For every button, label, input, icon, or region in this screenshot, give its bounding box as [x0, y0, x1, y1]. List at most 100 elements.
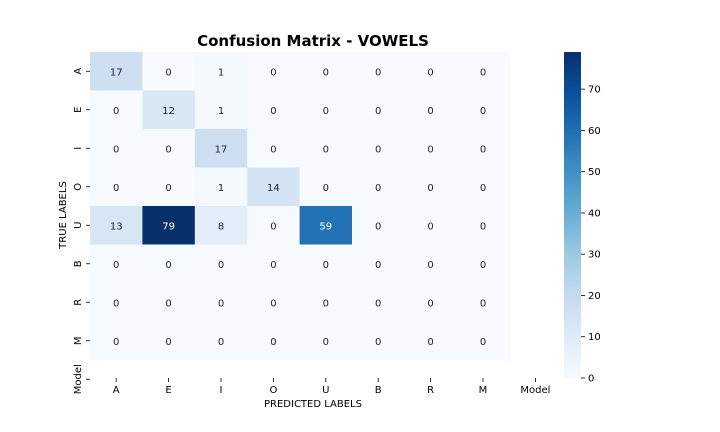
heatmap-cell-1-6	[404, 90, 458, 130]
colorbar-tick-label: 40	[588, 208, 601, 219]
cell-value-6-6: 0	[427, 298, 433, 309]
heatmap-cell-7-7	[456, 321, 510, 361]
heatmap-cell-5-0	[90, 244, 143, 284]
x-tick-label: Model	[520, 385, 550, 396]
cell-value-7-7: 0	[480, 337, 486, 348]
heatmap-cell-4-0	[90, 206, 143, 246]
colorbar-tick-label: 20	[588, 291, 601, 302]
y-tick-label: M	[73, 336, 84, 345]
cell-value-2-6: 0	[427, 144, 433, 155]
heatmap-cell-2-5	[352, 129, 405, 169]
cell-value-5-2: 0	[218, 260, 224, 271]
heatmap-cell-6-4	[299, 283, 353, 323]
chart-title: Confusion Matrix - VOWELS	[197, 32, 429, 50]
cell-value-3-1: 0	[165, 183, 171, 194]
y-tick-label: Model	[73, 364, 84, 394]
cell-value-3-4: 0	[323, 183, 329, 194]
heatmap-cell-2-4	[299, 129, 353, 169]
colorbar-tick-label: 60	[588, 126, 601, 137]
cell-value-3-2: 1	[218, 183, 224, 194]
cell-value-2-1: 0	[165, 144, 171, 155]
cell-value-4-4: 59	[319, 221, 332, 232]
heatmap-cell-6-7	[456, 283, 510, 323]
heatmap-cell-2-6	[404, 129, 458, 169]
cell-value-0-0: 17	[110, 67, 123, 78]
colorbar-tick-label: 50	[588, 167, 601, 178]
heatmap-cell-7-4	[299, 321, 353, 361]
cell-value-2-3: 0	[270, 144, 276, 155]
heatmap-cell-3-5	[352, 167, 405, 207]
cell-value-5-5: 0	[375, 260, 381, 271]
colorbar	[564, 52, 581, 378]
x-axis-ticks: A E I O U B R M Model	[113, 378, 550, 396]
cell-value-4-2: 8	[218, 221, 224, 232]
cell-value-6-3: 0	[270, 298, 276, 309]
y-axis-ticks: A E I O U B R M Model	[73, 68, 90, 394]
cell-value-1-7: 0	[480, 106, 486, 117]
x-tick-label: E	[165, 385, 171, 396]
heatmap-cell-1-1	[142, 90, 196, 130]
cell-value-4-7: 0	[480, 221, 486, 232]
cell-value-1-5: 0	[375, 106, 381, 117]
heatmap-cell-0-5	[352, 52, 405, 92]
cell-value-3-3: 14	[267, 183, 280, 194]
heatmap-cell-0-2	[194, 52, 248, 92]
x-tick-label: I	[220, 385, 223, 396]
cell-value-1-3: 0	[270, 106, 276, 117]
heatmap-cell-6-0	[90, 283, 143, 323]
cell-value-3-5: 0	[375, 183, 381, 194]
cell-value-2-4: 0	[323, 144, 329, 155]
heatmap-cell-3-3	[247, 167, 301, 207]
cell-value-0-7: 0	[480, 67, 486, 78]
heatmap-cell-0-6	[404, 52, 458, 92]
heatmap-cell-0-0	[90, 52, 143, 92]
cell-value-4-5: 0	[375, 221, 381, 232]
cell-value-4-6: 0	[427, 221, 433, 232]
cell-value-6-5: 0	[375, 298, 381, 309]
heatmap-cell-7-3	[247, 321, 301, 361]
cell-value-5-4: 0	[323, 260, 329, 271]
x-tick-label: M	[479, 385, 488, 396]
cell-value-5-0: 0	[113, 260, 119, 271]
cell-value-2-2: 17	[215, 144, 228, 155]
cell-value-1-4: 0	[323, 106, 329, 117]
cell-value-1-1: 12	[162, 106, 175, 117]
cell-value-7-2: 0	[218, 337, 224, 348]
heatmap-cell-2-3	[247, 129, 301, 169]
cell-value-5-7: 0	[480, 260, 486, 271]
heatmap-cell-2-7	[456, 129, 510, 169]
y-tick-label: O	[73, 183, 84, 191]
heatmap-cell-7-1	[142, 321, 196, 361]
colorbar-ticks: 0 10 20 30 40 50 60 70	[581, 85, 601, 385]
heatmap-cell-1-2	[194, 90, 248, 130]
y-tick-label: E	[73, 107, 84, 113]
cell-value-7-6: 0	[427, 337, 433, 348]
cell-value-5-1: 0	[165, 260, 171, 271]
x-tick-label: U	[322, 385, 329, 396]
cell-value-6-1: 0	[165, 298, 171, 309]
cell-value-6-0: 0	[113, 298, 119, 309]
heatmap-cells	[90, 52, 510, 361]
heatmap-cell-3-0	[90, 167, 143, 207]
heatmap-cell-5-7	[456, 244, 510, 284]
heatmap-cell-4-2	[194, 206, 248, 246]
cell-value-1-6: 0	[427, 106, 433, 117]
heatmap-cell-1-5	[352, 90, 405, 130]
cell-value-4-1: 79	[162, 221, 175, 232]
heatmap-cell-0-4	[299, 52, 353, 92]
heatmap-cell-2-0	[90, 129, 143, 169]
heatmap-cell-7-2	[194, 321, 248, 361]
heatmap-cell-3-2	[194, 167, 248, 207]
heatmap-cell-3-4	[299, 167, 353, 207]
heatmap-cell-7-6	[404, 321, 458, 361]
heatmap-cell-labels: 17 0 1 0 0 0 0 0 0 12 1 0 0 0 0 0 0 0 17 0 0 0 0 0 0 0 1 14 0 0 0 0 13 79…	[110, 67, 486, 348]
x-axis-label: PREDICTED LABELS	[264, 399, 362, 410]
colorbar-tick-label: 70	[588, 85, 601, 96]
heatmap-cell-6-6	[404, 283, 458, 323]
y-tick-label: I	[73, 147, 84, 150]
heatmap-cell-6-2	[194, 283, 248, 323]
cell-value-7-4: 0	[323, 337, 329, 348]
heatmap-cell-1-4	[299, 90, 353, 130]
heatmap-cell-3-7	[456, 167, 510, 207]
